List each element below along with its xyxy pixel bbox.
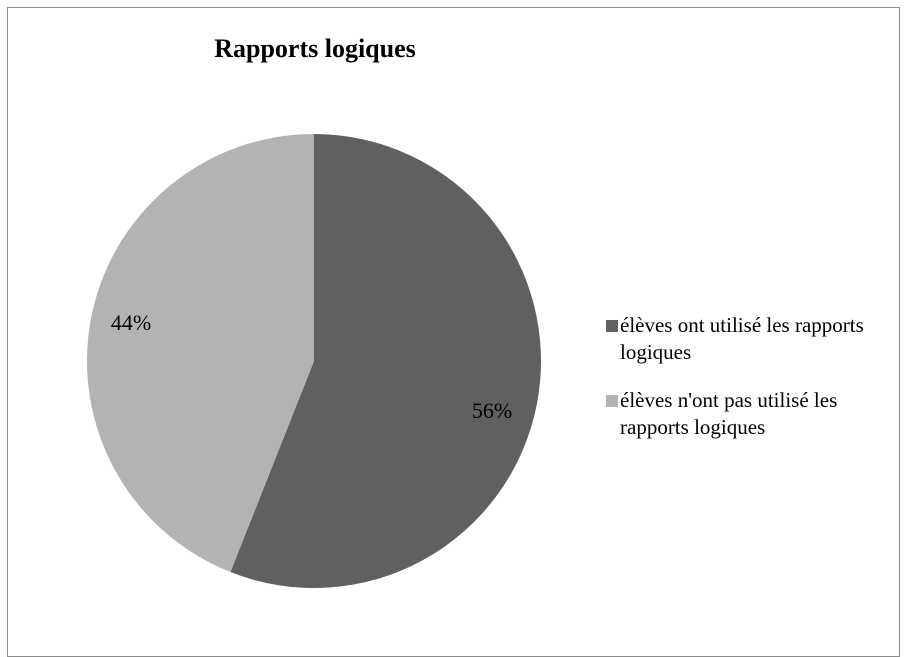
legend-label: élèves n'ont pas utilisé les rapports lo… [620,388,838,439]
pie-slice-label-0: 56% [472,398,512,423]
legend-label: élèves ont utilisé les rapports logiques [620,313,864,364]
pie-slice-0 [230,134,541,588]
legend: élèves ont utilisé les rapports logiques… [600,312,900,462]
pie-labels: 56% 44% [111,310,512,423]
pie-slice-label-1: 44% [111,310,151,335]
legend-swatch [606,320,618,332]
legend-item: élèves ont utilisé les rapports logiques [600,312,900,366]
pie-slice-1 [86,134,314,573]
pie-slices [86,134,541,588]
legend-swatch [606,395,618,407]
legend-item: élèves n'ont pas utilisé les rapports lo… [600,387,900,441]
chart-title: Rapports logiques [214,34,416,63]
